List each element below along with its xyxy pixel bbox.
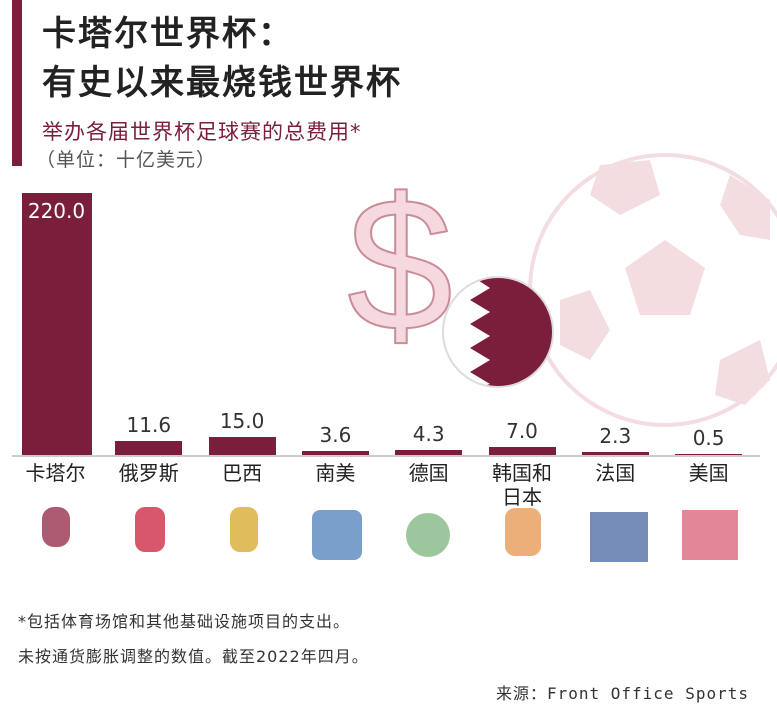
soccer-ball (528, 153, 777, 427)
category-label: 法国 (595, 461, 636, 485)
dollar-icon: $ (347, 159, 453, 371)
category-label: 德国 (408, 461, 449, 485)
value-label: 7.0 (506, 418, 538, 443)
category-label: 俄罗斯 (118, 461, 179, 485)
value-label: 3.6 (319, 422, 352, 447)
source: 来源：Front Office Sports (495, 684, 749, 703)
qatar-flag (443, 277, 553, 387)
footnote: *包括体育场馆和其他基础设施项目的支出。 (18, 612, 351, 631)
footnote: 未按通货膨胀调整的数值。截至2022年四月。 (18, 647, 369, 666)
title-line: 卡塔尔世界杯： (42, 14, 294, 54)
value-label: 4.3 (412, 421, 445, 446)
bar (675, 454, 743, 455)
value-label: 15.0 (219, 409, 265, 434)
value-label: 11.6 (126, 413, 172, 438)
bar (22, 193, 92, 455)
logos (42, 507, 738, 562)
title-line: 有史以来最烧钱世界杯 (42, 63, 402, 103)
bar (208, 437, 276, 455)
bar (301, 450, 369, 455)
category-label: 南美 (315, 461, 356, 485)
bar (115, 441, 183, 455)
bar (488, 446, 556, 455)
unit: （单位：十亿美元） (36, 149, 217, 171)
value-label: 2.3 (599, 424, 632, 449)
category-label: 巴西 (222, 461, 263, 485)
bar (581, 452, 649, 455)
category-label: 美国 (688, 461, 729, 485)
subtitle: 举办各届世界杯足球赛的总费用* (42, 120, 362, 144)
bar (395, 449, 463, 455)
value-label: 220.0 (27, 199, 86, 223)
accent-bar (12, 0, 22, 166)
category-label: 卡塔尔 (25, 461, 86, 485)
category-label: 韩国和 日本 (492, 461, 552, 509)
value-label: 0.5 (692, 426, 725, 451)
